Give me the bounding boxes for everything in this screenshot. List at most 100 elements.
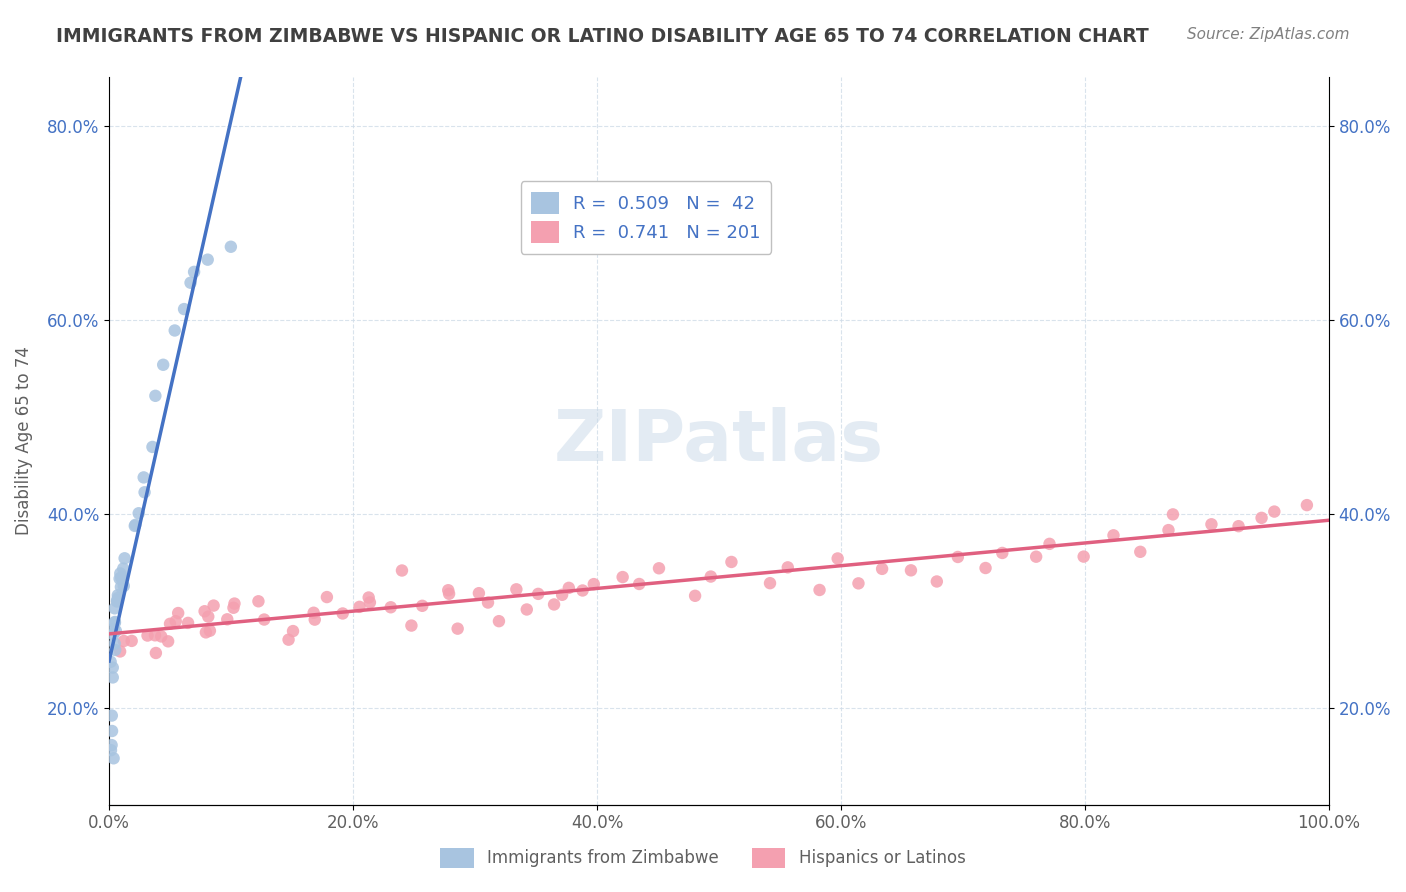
Legend: Immigrants from Zimbabwe, Hispanics or Latinos: Immigrants from Zimbabwe, Hispanics or L… (433, 841, 973, 875)
Immigrants from Zimbabwe (107, 591, 129, 605)
Hispanics or Latinos (349, 599, 371, 614)
Immigrants from Zimbabwe (180, 276, 202, 290)
Text: ZIPatlas: ZIPatlas (554, 407, 884, 475)
Hispanics or Latinos (628, 577, 651, 591)
Immigrants from Zimbabwe (110, 580, 132, 594)
Immigrants from Zimbabwe (100, 743, 122, 757)
Immigrants from Zimbabwe (110, 571, 132, 585)
Immigrants from Zimbabwe (103, 622, 125, 636)
Immigrants from Zimbabwe (112, 561, 135, 575)
Hispanics or Latinos (720, 555, 742, 569)
Hispanics or Latinos (391, 564, 413, 578)
Immigrants from Zimbabwe (128, 506, 150, 520)
Hispanics or Latinos (759, 576, 782, 591)
Immigrants from Zimbabwe (103, 627, 125, 641)
Immigrants from Zimbabwe (145, 389, 167, 403)
Hispanics or Latinos (1201, 517, 1223, 532)
Immigrants from Zimbabwe (111, 570, 134, 584)
Immigrants from Zimbabwe (101, 670, 124, 684)
Hispanics or Latinos (648, 561, 671, 575)
Immigrants from Zimbabwe (132, 470, 155, 484)
Hispanics or Latinos (974, 561, 997, 575)
Hispanics or Latinos (1250, 511, 1272, 525)
Hispanics or Latinos (776, 560, 799, 574)
Hispanics or Latinos (683, 589, 706, 603)
Hispanics or Latinos (177, 615, 200, 630)
Hispanics or Latinos (277, 632, 299, 647)
Hispanics or Latinos (1296, 498, 1319, 512)
Hispanics or Latinos (437, 583, 460, 598)
Immigrants from Zimbabwe (104, 615, 127, 630)
Hispanics or Latinos (516, 602, 538, 616)
Hispanics or Latinos (808, 582, 831, 597)
Immigrants from Zimbabwe (183, 265, 205, 279)
Hispanics or Latinos (1329, 502, 1351, 516)
Immigrants from Zimbabwe (101, 708, 124, 723)
Hispanics or Latinos (359, 595, 381, 609)
Hispanics or Latinos (925, 574, 948, 589)
Immigrants from Zimbabwe (152, 358, 174, 372)
Hispanics or Latinos (357, 591, 380, 605)
Hispanics or Latinos (612, 570, 634, 584)
Immigrants from Zimbabwe (124, 517, 146, 532)
Hispanics or Latinos (848, 576, 870, 591)
Immigrants from Zimbabwe (100, 738, 122, 752)
Hispanics or Latinos (991, 546, 1014, 560)
Hispanics or Latinos (121, 634, 143, 648)
Hispanics or Latinos (870, 562, 893, 576)
Hispanics or Latinos (468, 586, 491, 600)
Hispanics or Latinos (165, 614, 187, 628)
Hispanics or Latinos (700, 569, 723, 583)
Immigrants from Zimbabwe (163, 323, 186, 337)
Immigrants from Zimbabwe (141, 440, 163, 454)
Hispanics or Latinos (281, 624, 304, 638)
Hispanics or Latinos (202, 599, 225, 613)
Hispanics or Latinos (380, 600, 402, 615)
Immigrants from Zimbabwe (103, 751, 125, 765)
Hispanics or Latinos (1073, 549, 1095, 564)
Legend: R =  0.509   N =  42, R =  0.741   N = 201: R = 0.509 N = 42, R = 0.741 N = 201 (520, 181, 772, 254)
Hispanics or Latinos (1038, 537, 1060, 551)
Hispanics or Latinos (551, 588, 574, 602)
Hispanics or Latinos (401, 618, 423, 632)
Immigrants from Zimbabwe (197, 252, 219, 267)
Hispanics or Latinos (332, 607, 354, 621)
Immigrants from Zimbabwe (101, 724, 124, 739)
Hispanics or Latinos (1157, 523, 1180, 537)
Text: IMMIGRANTS FROM ZIMBABWE VS HISPANIC OR LATINO DISABILITY AGE 65 TO 74 CORRELATI: IMMIGRANTS FROM ZIMBABWE VS HISPANIC OR … (56, 27, 1149, 45)
Hispanics or Latinos (1025, 549, 1047, 564)
Immigrants from Zimbabwe (173, 302, 195, 317)
Text: Source: ZipAtlas.com: Source: ZipAtlas.com (1187, 27, 1350, 42)
Hispanics or Latinos (167, 606, 190, 620)
Immigrants from Zimbabwe (100, 655, 122, 669)
Immigrants from Zimbabwe (112, 579, 135, 593)
Hispanics or Latinos (136, 628, 159, 642)
Hispanics or Latinos (946, 549, 969, 564)
Hispanics or Latinos (488, 614, 510, 628)
Hispanics or Latinos (159, 616, 181, 631)
Y-axis label: Disability Age 65 to 74: Disability Age 65 to 74 (15, 347, 32, 535)
Hispanics or Latinos (315, 590, 337, 604)
Hispanics or Latinos (505, 582, 527, 597)
Hispanics or Latinos (477, 595, 499, 609)
Hispanics or Latinos (900, 563, 922, 577)
Immigrants from Zimbabwe (104, 615, 127, 629)
Immigrants from Zimbabwe (108, 572, 131, 586)
Hispanics or Latinos (1102, 528, 1125, 542)
Immigrants from Zimbabwe (104, 643, 127, 657)
Hispanics or Latinos (157, 634, 180, 648)
Immigrants from Zimbabwe (107, 588, 129, 602)
Immigrants from Zimbabwe (114, 551, 136, 566)
Hispanics or Latinos (197, 609, 219, 624)
Immigrants from Zimbabwe (101, 660, 124, 674)
Hispanics or Latinos (437, 587, 460, 601)
Hispanics or Latinos (145, 646, 167, 660)
Hispanics or Latinos (543, 598, 565, 612)
Hispanics or Latinos (1263, 505, 1285, 519)
Hispanics or Latinos (302, 606, 325, 620)
Immigrants from Zimbabwe (105, 594, 128, 608)
Immigrants from Zimbabwe (104, 636, 127, 650)
Hispanics or Latinos (222, 600, 245, 615)
Hispanics or Latinos (150, 629, 173, 643)
Immigrants from Zimbabwe (219, 240, 242, 254)
